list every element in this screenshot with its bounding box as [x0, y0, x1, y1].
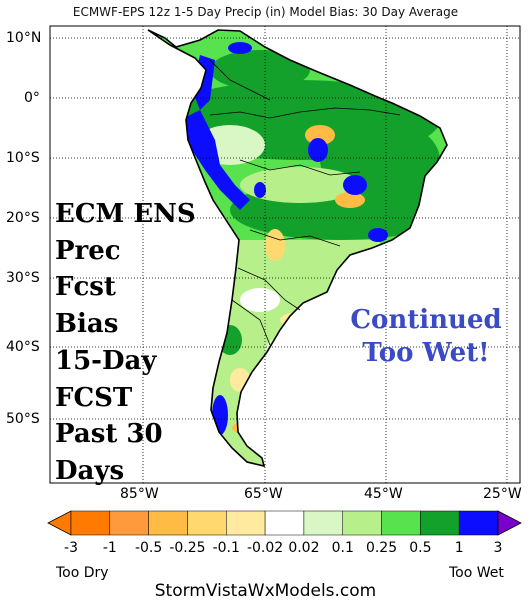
colorbar-tick-label: -0.5	[134, 540, 163, 556]
lat-label: 0°	[24, 90, 40, 106]
lat-label: 40°S	[6, 339, 40, 355]
colorbar-cell	[187, 510, 227, 536]
colorbar-cell	[381, 510, 421, 536]
colorbar-cell	[70, 510, 111, 536]
lon-label: 25°W	[483, 486, 522, 502]
colorbar-low-end	[47, 510, 72, 536]
overlay-left-annotation: ECM ENS Prec Fcst Bias 15-Day FCST Past …	[55, 196, 196, 490]
colorbar-cell	[342, 510, 382, 536]
lon-label: 45°W	[364, 486, 403, 502]
colorbar-tick-label: 3	[493, 540, 503, 556]
overlay-right-line: Continued	[350, 305, 502, 335]
overlay-right-line: Too Wet!	[362, 338, 490, 368]
lat-label: 50°S	[6, 411, 40, 427]
colorbar-tick-label: -0.02	[246, 540, 284, 556]
overlay-left-line: Prec	[55, 235, 121, 266]
overlay-left-line: Fcst	[55, 272, 116, 303]
lat-label: 20°S	[6, 210, 40, 226]
site-footer: StormVistaWxModels.com	[154, 581, 377, 601]
overlay-left-line: ECM ENS	[55, 199, 196, 229]
colorbar-tick-label: 0.02	[288, 540, 320, 556]
too-wet-label: Too Wet	[449, 565, 504, 581]
colorbar-tick-label: -0.1	[212, 540, 240, 556]
colorbar-cell	[420, 510, 460, 536]
colorbar-cell	[458, 510, 499, 536]
colorbar-high-end	[497, 510, 522, 536]
colorbar-cell	[226, 510, 266, 536]
colorbar-tick-label: -3	[64, 540, 78, 556]
overlay-left-line: FCST	[55, 382, 133, 413]
colorbar-tick-label: 0.25	[365, 540, 398, 556]
colorbar-cell	[264, 510, 305, 536]
colorbar-tick-label: -1	[102, 540, 117, 556]
lat-label: 10°N	[6, 30, 42, 46]
colorbar-tick-label: 1	[454, 540, 464, 556]
too-dry-label: Too Dry	[56, 565, 109, 581]
colorbar-tick-label: -0.25	[169, 540, 206, 556]
colorbar-tick-label: 0.1	[331, 540, 354, 556]
lat-label: 30°S	[6, 270, 40, 286]
colorbar-cell	[148, 510, 188, 536]
overlay-right-annotation: Continued Too Wet!	[338, 304, 514, 370]
overlay-left-line: 15-Day	[55, 345, 157, 376]
gridlines	[50, 26, 520, 483]
colorbar-tick-label: 0.5	[409, 540, 432, 556]
colorbar-cell	[109, 510, 149, 536]
overlay-left-line: Bias	[55, 309, 119, 340]
lat-label: 10°S	[6, 150, 40, 166]
colorbar-cell	[303, 510, 343, 536]
borders	[209, 59, 401, 346]
map-title: ECMWF-EPS 12z 1-5 Day Precip (in) Model …	[72, 5, 459, 19]
lon-label: 85°W	[120, 486, 159, 502]
overlay-left-line: Days	[55, 455, 125, 486]
colorbar	[47, 510, 522, 536]
overlay-left-line: Past 30	[55, 419, 163, 450]
lon-label: 65°W	[244, 486, 283, 502]
